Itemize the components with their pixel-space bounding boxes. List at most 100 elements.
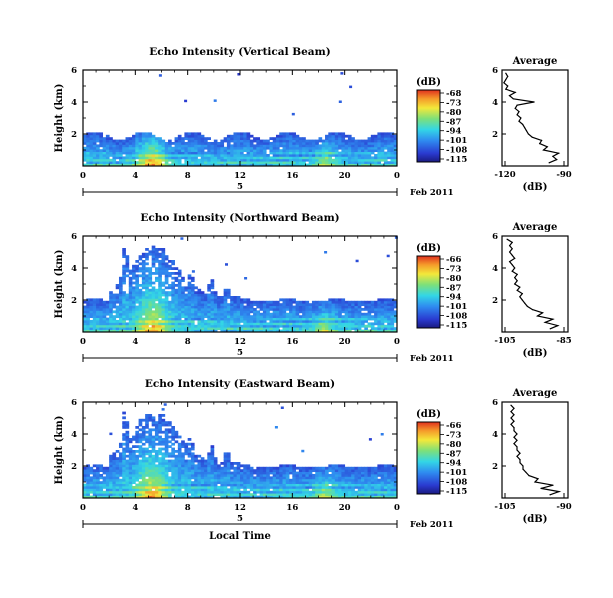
heatmap-cell bbox=[148, 281, 153, 285]
heatmap-cell bbox=[256, 476, 261, 480]
heatmap-cell bbox=[174, 478, 179, 482]
heatmap-cell bbox=[154, 305, 159, 309]
heatmap-cell bbox=[96, 163, 100, 167]
heatmap-cell bbox=[145, 481, 149, 484]
heatmap-cell bbox=[207, 286, 211, 290]
heatmap-cell bbox=[364, 486, 368, 489]
heatmap-cell bbox=[151, 161, 156, 164]
heatmap-cell bbox=[141, 279, 146, 282]
heatmap-cell bbox=[187, 142, 192, 145]
heatmap-cell bbox=[275, 315, 280, 318]
heatmap-cell bbox=[161, 418, 166, 422]
heatmap-cell bbox=[197, 291, 202, 294]
heatmap-cell bbox=[145, 288, 149, 292]
heatmap-cell bbox=[118, 315, 123, 318]
heatmap-cell bbox=[213, 320, 218, 323]
heatmap-cell bbox=[210, 483, 215, 487]
heatmap-cell bbox=[138, 305, 143, 309]
profile-point bbox=[513, 427, 515, 429]
heatmap-cell bbox=[220, 144, 225, 148]
heatmap-cell bbox=[259, 495, 264, 499]
date-tick-label: 5 bbox=[237, 348, 243, 358]
profile-frame bbox=[501, 235, 569, 333]
heatmap-cell bbox=[298, 481, 303, 484]
heatmap-cell bbox=[370, 303, 375, 306]
heatmap-cell bbox=[132, 481, 136, 484]
heatmap-cell bbox=[194, 161, 198, 164]
heatmap-cell bbox=[240, 324, 244, 328]
heatmap-cell bbox=[354, 322, 359, 326]
heatmap-cell bbox=[125, 317, 130, 321]
heatmap-cell bbox=[334, 329, 339, 333]
heatmap-cell bbox=[138, 146, 143, 150]
heatmap-cell bbox=[236, 298, 241, 302]
heatmap-cell bbox=[351, 308, 355, 311]
heatmap-cell bbox=[393, 329, 398, 333]
heatmap-cell bbox=[154, 144, 159, 148]
heatmap-cell bbox=[141, 291, 146, 294]
colorbar bbox=[416, 421, 441, 495]
heatmap-cell bbox=[285, 134, 290, 138]
heatmap-cell bbox=[243, 327, 247, 330]
heatmap-cell bbox=[347, 144, 352, 148]
heatmap-cell bbox=[338, 310, 342, 314]
heatmap-cell bbox=[122, 442, 126, 446]
heatmap-cell bbox=[243, 474, 247, 477]
heatmap-cell bbox=[341, 322, 346, 326]
heatmap-cell bbox=[315, 478, 319, 482]
heatmap-cell bbox=[377, 327, 382, 330]
heatmap-cell bbox=[387, 493, 391, 496]
heatmap-cell bbox=[86, 305, 90, 309]
heatmap-cell bbox=[132, 469, 136, 472]
heatmap-cell bbox=[204, 296, 208, 299]
heatmap-cell bbox=[390, 308, 395, 311]
heatmap-cell bbox=[115, 478, 120, 482]
heatmap-cell bbox=[387, 495, 391, 499]
heatmap-cell bbox=[256, 149, 261, 152]
heatmap-cell bbox=[138, 163, 143, 167]
heatmap-cell bbox=[240, 161, 244, 164]
heatmap-cell bbox=[83, 324, 87, 328]
heatmap-cell bbox=[246, 305, 251, 309]
heatmap-cell bbox=[145, 493, 149, 496]
heatmap-cell bbox=[99, 300, 104, 304]
heatmap-cell bbox=[285, 493, 290, 496]
heatmap-cell bbox=[191, 270, 195, 273]
heatmap-cell bbox=[112, 300, 117, 304]
heatmap-cell bbox=[105, 137, 110, 140]
heatmap-cell bbox=[230, 483, 234, 487]
heatmap-cell bbox=[200, 466, 205, 470]
heatmap-cell bbox=[141, 471, 146, 475]
profile-point bbox=[524, 302, 526, 304]
heatmap-cell bbox=[148, 310, 153, 314]
heatmap-cell bbox=[210, 469, 215, 472]
heatmap-cell bbox=[272, 154, 277, 157]
heatmap-cell bbox=[266, 312, 270, 316]
heatmap-cell bbox=[102, 144, 107, 148]
colorbar-tick-label: -94 bbox=[446, 293, 461, 303]
heatmap-cell bbox=[325, 156, 329, 160]
colorbar-tick-label: -87 bbox=[446, 117, 461, 127]
heatmap-cell bbox=[253, 488, 257, 492]
heatmap-cell bbox=[253, 493, 257, 496]
heatmap-cell bbox=[357, 139, 362, 143]
heatmap-cell bbox=[161, 267, 166, 270]
heatmap-cell bbox=[217, 305, 221, 309]
heatmap-cell bbox=[341, 305, 346, 309]
heatmap-cell bbox=[128, 440, 133, 444]
heatmap-cell bbox=[292, 329, 296, 333]
heatmap-cell bbox=[282, 308, 287, 311]
heatmap-cell bbox=[181, 486, 185, 489]
heatmap-cell bbox=[269, 329, 274, 333]
heatmap-cell bbox=[266, 490, 270, 494]
heatmap-cell bbox=[377, 312, 382, 316]
heatmap-cell bbox=[96, 466, 100, 470]
heatmap-cell bbox=[338, 495, 342, 499]
heatmap-cell bbox=[334, 320, 339, 323]
heatmap-cell bbox=[89, 327, 94, 330]
colorbar-title: (dB) bbox=[416, 409, 441, 420]
heatmap-cell bbox=[138, 466, 143, 470]
heatmap-cell bbox=[86, 495, 90, 499]
heatmap-cell bbox=[197, 464, 202, 468]
heatmap-cell bbox=[249, 139, 254, 143]
